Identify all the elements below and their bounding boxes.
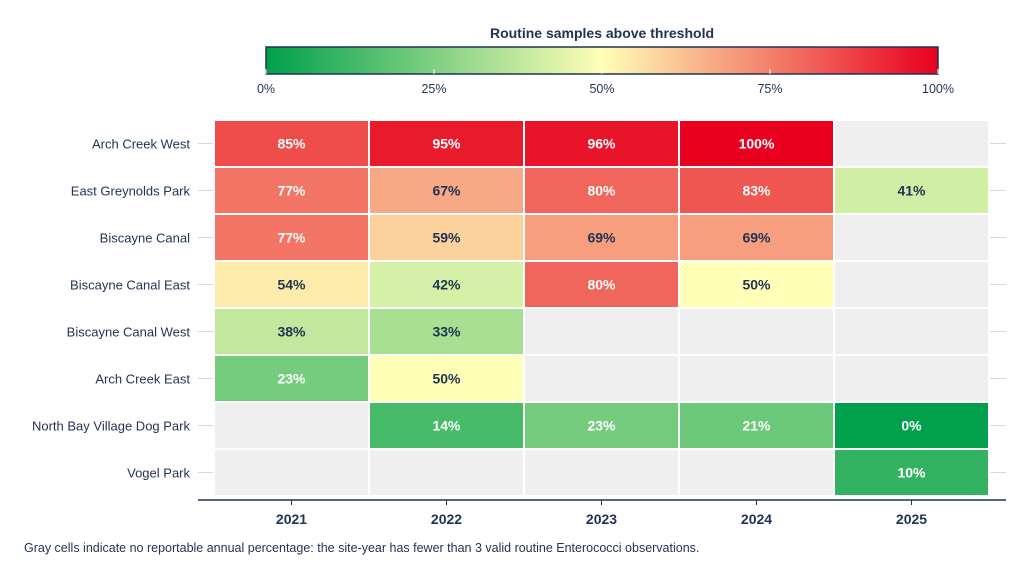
heatmap-cell [523, 119, 680, 168]
heatmap-cell [523, 260, 680, 309]
cell-value-label: 100% [739, 136, 775, 152]
heatmap-cell [523, 401, 680, 450]
heatmap-cell [368, 119, 525, 168]
x-tick-label: 2022 [431, 511, 462, 527]
cell-value-label: 67% [432, 183, 461, 199]
y-tick-label: East Greynolds Park [71, 184, 191, 199]
cell-value-label: 95% [432, 136, 461, 152]
cell-value-label: 59% [432, 230, 461, 246]
heatmap-cell [213, 213, 370, 262]
x-tick-label: 2021 [276, 511, 307, 527]
cell-value-label: 10% [897, 465, 926, 481]
heatmap-cell [368, 401, 525, 450]
cell-value-label: 77% [277, 183, 306, 199]
cell-value-label: 42% [432, 277, 461, 293]
heatmap-cell [523, 213, 680, 262]
heatmap-cell [523, 448, 680, 497]
heatmap-cell [368, 213, 525, 262]
cell-value-label: 38% [277, 324, 306, 340]
cell-value-label: 23% [277, 371, 306, 387]
heatmap-cell [368, 260, 525, 309]
x-tick-label: 2023 [586, 511, 617, 527]
heatmap-cell [833, 213, 990, 262]
heatmap-cell [523, 166, 680, 215]
x-tick-label: 2025 [896, 511, 927, 527]
legend-tick-label: 75% [757, 82, 782, 96]
cell-value-label: 50% [432, 371, 461, 387]
heatmap-cell [213, 448, 370, 497]
cell-value-label: 69% [587, 230, 616, 246]
legend-tick-label: 0% [257, 82, 275, 96]
x-tick-label: 2024 [741, 511, 772, 527]
y-tick-label: Arch Creek West [92, 137, 190, 152]
cell-value-label: 23% [587, 418, 616, 434]
y-tick-label: Vogel Park [127, 466, 190, 481]
y-tick-label: Biscayne Canal West [67, 325, 191, 340]
heatmap-cell [833, 260, 990, 309]
cell-value-label: 21% [742, 418, 771, 434]
legend-title: Routine samples above threshold [490, 25, 714, 41]
legend-tick-label: 50% [589, 82, 614, 96]
cell-value-label: 80% [587, 183, 616, 199]
heatmap-cell [213, 260, 370, 309]
cell-value-label: 33% [432, 324, 461, 340]
cell-value-label: 96% [587, 136, 616, 152]
heatmap-cell [678, 213, 835, 262]
y-tick-label: Biscayne Canal [100, 231, 190, 246]
heatmap-cell [678, 307, 835, 356]
heatmap-cell [678, 119, 835, 168]
heatmap-cell [833, 307, 990, 356]
cell-value-label: 69% [742, 230, 771, 246]
heatmap-cell [833, 354, 990, 403]
heatmap-cell [523, 307, 680, 356]
cell-value-label: 77% [277, 230, 306, 246]
cell-value-label: 0% [901, 418, 922, 434]
heatmap-cell [678, 448, 835, 497]
heatmap-cell [833, 401, 990, 450]
cell-value-label: 14% [432, 418, 461, 434]
cell-value-label: 54% [277, 277, 306, 293]
cell-value-label: 50% [742, 277, 771, 293]
heatmap-cell [523, 354, 680, 403]
heatmap-cell [368, 448, 525, 497]
footnote: Gray cells indicate no reportable annual… [24, 541, 700, 555]
legend-tick-label: 25% [421, 82, 446, 96]
heatmap-cell [833, 448, 990, 497]
heatmap-cell [368, 354, 525, 403]
y-tick-label: Arch Creek East [95, 372, 190, 387]
cell-value-label: 80% [587, 277, 616, 293]
cell-value-label: 41% [897, 183, 926, 199]
legend-tick-label: 100% [922, 82, 954, 96]
y-tick-label: Biscayne Canal East [70, 278, 190, 293]
heatmap-cell [833, 119, 990, 168]
y-tick-label: North Bay Village Dog Park [32, 419, 191, 434]
heatmap-cell [678, 354, 835, 403]
cell-value-label: 85% [277, 136, 306, 152]
cell-value-label: 83% [742, 183, 771, 199]
heatmap-cell [368, 307, 525, 356]
heatmap-cell [213, 401, 370, 450]
